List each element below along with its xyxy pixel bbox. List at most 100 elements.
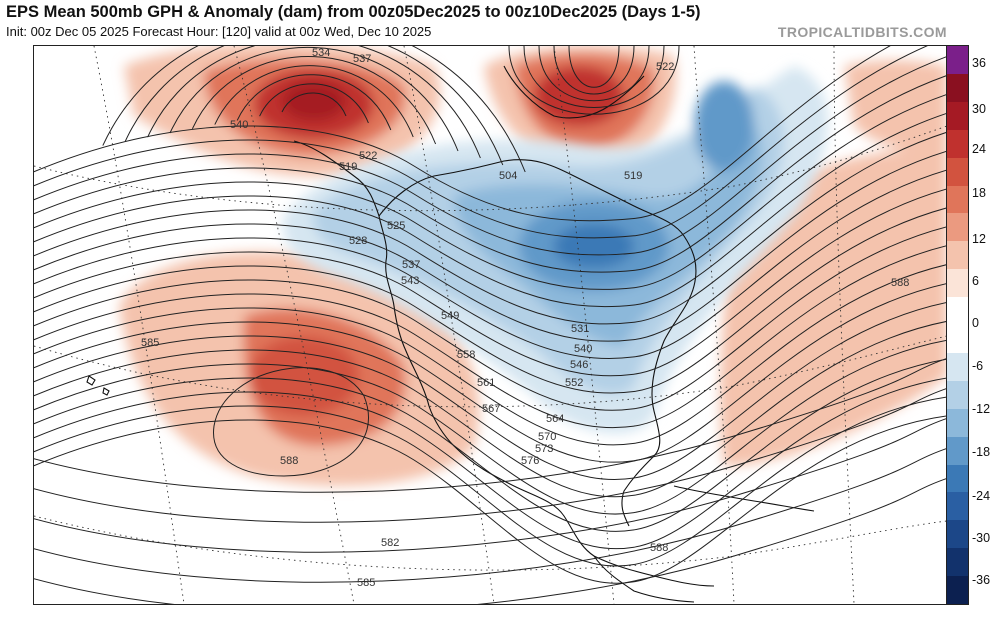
height-contour-line [169, 47, 459, 152]
contour-label: 519 [339, 161, 357, 173]
height-contour-line [34, 93, 947, 290]
contour-label: 522 [656, 61, 674, 73]
height-contour-line [34, 302, 947, 480]
height-contour-line [34, 245, 947, 428]
colorbar-tick-label: -12 [972, 402, 991, 416]
contour-label: 588 [891, 277, 909, 289]
contour-label: 588 [650, 542, 668, 554]
source-watermark: TROPICALTIDBITS.COM [777, 24, 947, 40]
contour-label: 504 [499, 170, 517, 182]
colorbar-segment [947, 185, 968, 214]
colorbar-segment [947, 436, 968, 465]
contour-label: 546 [570, 359, 588, 371]
colorbar-tick-label: 18 [972, 186, 986, 200]
colorbar-segment [947, 101, 968, 131]
height-contour-line [34, 283, 947, 463]
contour-label: 576 [521, 455, 539, 467]
contour-label: 531 [571, 323, 589, 335]
colorbar-segment [947, 492, 968, 521]
height-contour-line [34, 75, 947, 273]
contour-label: 519 [624, 170, 642, 182]
colorbar-tick-label: 0 [972, 316, 979, 330]
height-contour-line [34, 417, 947, 553]
height-contour-line [191, 56, 437, 145]
height-contour-line [34, 447, 947, 583]
contour-label: 525 [387, 220, 405, 232]
contour-label: 585 [141, 337, 159, 349]
colorbar-segment [947, 548, 968, 577]
contour-label: 540 [574, 343, 592, 355]
contour-label: 540 [230, 119, 248, 131]
colorbar-tick-label: -24 [972, 489, 991, 503]
contour-label: 567 [482, 403, 500, 415]
colorbar-segment [947, 157, 968, 186]
contour-label: 537 [402, 259, 420, 271]
map-subtitle: Init: 00z Dec 05 2025 Forecast Hour: [12… [6, 24, 432, 39]
height-contours [34, 46, 947, 604]
height-contour-line [34, 477, 947, 604]
contour-label: 561 [477, 377, 495, 389]
contour-label: 549 [441, 310, 459, 322]
colorbar-segment [947, 520, 968, 549]
map-canvas: 534 5375405195225225195045285255375435495… [34, 46, 947, 604]
height-contour-line [34, 207, 947, 394]
colorbar-tick-label: -18 [972, 445, 991, 459]
height-contour-line [34, 387, 947, 523]
height-contour-line [34, 112, 947, 308]
contour-label: 570 [538, 431, 556, 443]
anomaly-shading [119, 46, 947, 486]
colorbar-segment [947, 269, 968, 298]
height-contour-line [34, 169, 947, 359]
colorbar-segment [947, 576, 968, 605]
height-contour-line [34, 357, 947, 493]
height-contour-line [259, 83, 369, 124]
height-contour-line [236, 74, 392, 131]
colorbar-tick-label: -30 [972, 531, 991, 545]
colorbar-segment [947, 325, 968, 354]
height-contour-line [102, 46, 526, 173]
map-title: EPS Mean 500mb GPH & Anomaly (dam) from … [6, 3, 701, 21]
height-contour-line [553, 46, 635, 95]
contour-label: 585 [357, 577, 375, 589]
colorbar-segment [947, 297, 968, 326]
height-contour-line [34, 264, 947, 446]
height-contour-line [34, 56, 947, 256]
height-contour-line [124, 46, 504, 166]
colorbar-segment [947, 380, 968, 410]
contour-label: 543 [401, 275, 419, 287]
map-panel: 534 537 540 519 522 522 519 504 528 525 537 543 549 5… [33, 45, 948, 605]
height-contour-line [34, 226, 947, 411]
colorbar-segment [947, 73, 968, 103]
colorbar-segment [947, 241, 968, 270]
height-contour-line [34, 188, 947, 377]
contour-label: 537 [353, 53, 371, 65]
colorbar-tick-label: 36 [972, 56, 986, 70]
height-contour-line [214, 65, 414, 138]
anomaly-colorbar [946, 45, 969, 605]
contour-label: 552 [565, 377, 583, 389]
graticule [34, 46, 947, 604]
height-contour-line [568, 46, 620, 88]
contour-label: 558 [457, 349, 475, 361]
height-contour-line [508, 46, 680, 115]
height-contour-line [538, 46, 650, 102]
contour-label: 582 [381, 537, 399, 549]
height-contour-line [34, 150, 947, 342]
height-contour-line [147, 46, 481, 159]
height-contour-line [34, 358, 947, 532]
contour-label: 564 [546, 413, 564, 425]
contour-label: 573 [535, 443, 553, 455]
height-contour-line [281, 92, 347, 117]
colorbar-segment [947, 129, 968, 159]
colorbar-segment [947, 352, 968, 382]
height-contour-line [34, 46, 929, 239]
contour-label: 522 [359, 150, 377, 162]
colorbar-tick-label: 12 [972, 232, 986, 246]
height-contour-line [34, 320, 947, 498]
colorbar-tick-label: -6 [972, 359, 984, 373]
colorbar-segment [947, 213, 968, 242]
colorbar-tick-label: 30 [972, 102, 986, 116]
colorbar-segment [947, 46, 968, 75]
height-contour-line [34, 131, 947, 325]
contour-label: 534 [312, 47, 330, 59]
